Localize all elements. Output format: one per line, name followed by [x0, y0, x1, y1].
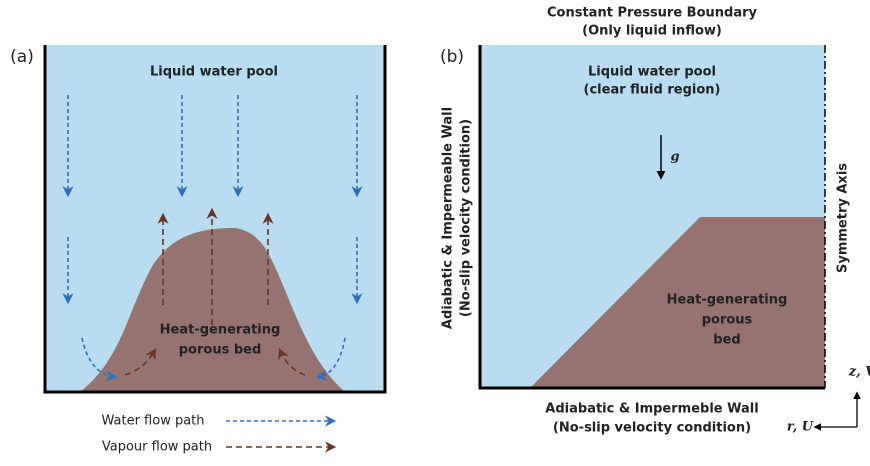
axis-label: Symmetry Axis	[836, 163, 851, 273]
diagram: (a) Liquid water pool Heat-generating po…	[0, 0, 870, 462]
bed-label: Heat-generating	[160, 323, 281, 338]
bed-label: Heat-generating	[667, 293, 788, 308]
pool-label: (clear fluid region)	[584, 83, 721, 98]
top-label: (Only liquid inflow)	[582, 24, 722, 39]
bottom-wall-label: Adiabatic & Impermeble Wall	[545, 402, 758, 417]
r-label: r, U	[787, 420, 814, 435]
pool-label: Liquid water pool	[150, 65, 278, 80]
gravity-label: g	[670, 150, 679, 165]
legend-label: Vapour flow path	[102, 440, 212, 455]
z-label: z, V	[848, 365, 870, 380]
left-wall-label: Adiabatic & Impermeable Wall	[441, 107, 456, 329]
bottom-wall-label: (No-slip velocity condition)	[553, 421, 751, 436]
bed-label: porous	[702, 313, 753, 328]
legend-label: Water flow path	[101, 414, 204, 429]
bed-label: porous bed	[179, 343, 262, 358]
panel-label: (b)	[440, 47, 464, 67]
top-label: Constant Pressure Boundary	[547, 6, 758, 21]
bed-label: bed	[713, 333, 740, 348]
left-wall-label: (No-slip velocity condition)	[459, 119, 474, 317]
pool-label: Liquid water pool	[588, 65, 716, 80]
page: (a) Liquid water pool Heat-generating po…	[0, 0, 870, 462]
panel-label: (a)	[10, 47, 34, 67]
